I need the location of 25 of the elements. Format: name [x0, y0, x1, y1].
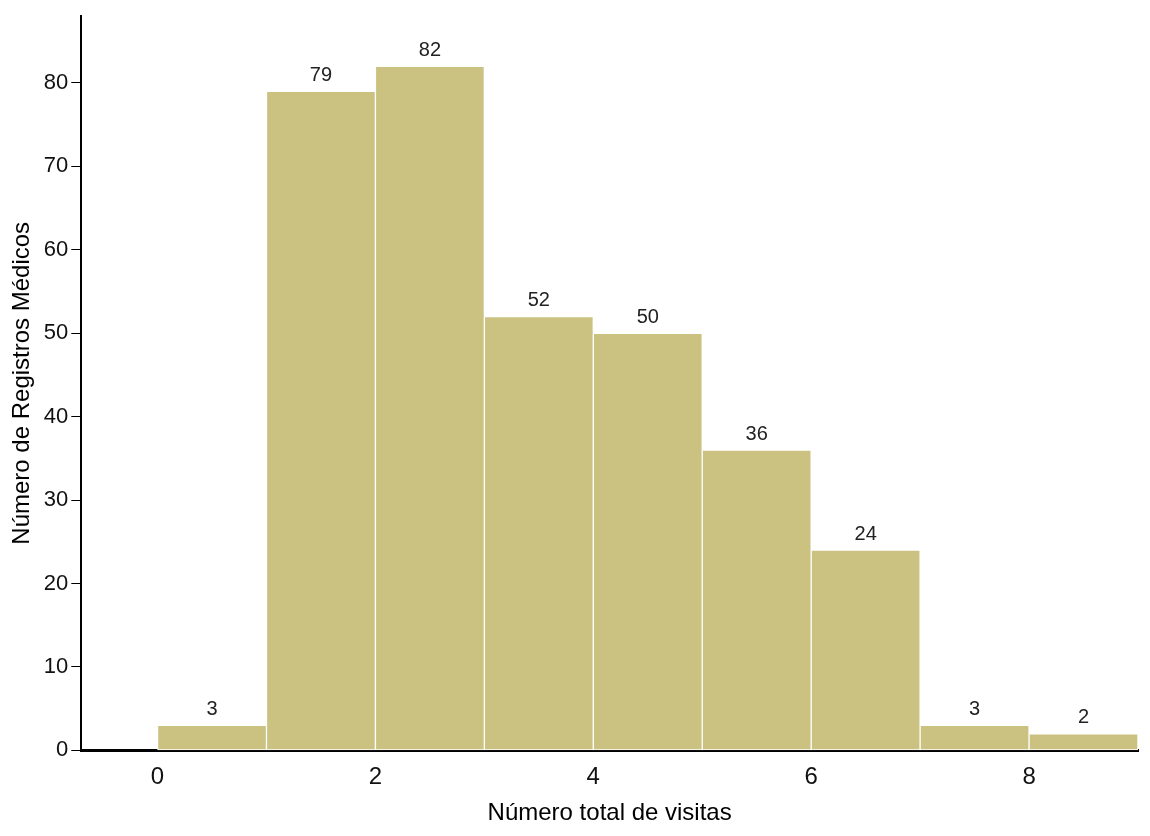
data-label: 2	[1077, 705, 1090, 728]
data-label: 3	[969, 696, 981, 719]
y-tick-label: 70	[43, 152, 69, 178]
x-tick-label: 6	[804, 762, 818, 790]
x-tick-label: 2	[368, 762, 383, 790]
data-label: 24	[854, 521, 877, 544]
y-tick-label: 30	[43, 486, 69, 512]
x-tick-label: 0	[150, 762, 165, 790]
y-tick-label: 50	[43, 319, 69, 345]
data-label: 50	[636, 304, 659, 327]
data-label: 79	[309, 62, 333, 85]
x-tick-label: 4	[586, 762, 600, 790]
data-label: 3	[206, 696, 218, 719]
data-label: 36	[745, 421, 768, 444]
x-axis-title: Número total de visitas	[487, 798, 732, 826]
x-tick-label: 8	[1022, 762, 1036, 790]
data-label: 82	[418, 37, 442, 60]
y-tick-label: 60	[43, 235, 69, 261]
y-tick-label: 10	[43, 653, 69, 679]
y-tick-label: 0	[56, 736, 69, 762]
y-axis-title: Número de Registros Médicos	[7, 221, 35, 545]
y-tick-label: 20	[43, 569, 69, 595]
y-tick-label: 40	[43, 402, 69, 428]
data-label: 52	[527, 288, 550, 311]
y-tick-label: 80	[43, 69, 69, 95]
